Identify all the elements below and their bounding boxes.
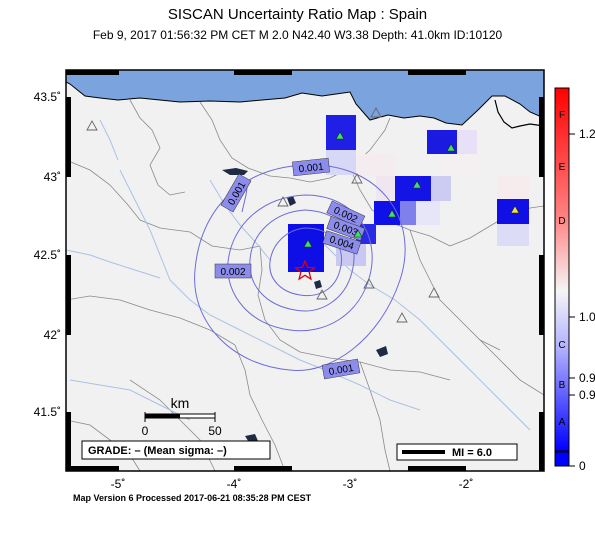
- sea-area: [65, 69, 545, 126]
- svg-text:1.2: 1.2: [579, 127, 595, 141]
- svg-text:D: D: [558, 216, 565, 227]
- contour-label: 0.001: [321, 358, 361, 380]
- grade-box: GRADE: – (Mean sigma: –): [81, 440, 271, 460]
- event-info: Feb 9, 2017 01:56:32 PM CET M 2.0 N42.40…: [92, 28, 503, 42]
- stations-other: [86, 107, 440, 323]
- ratio-grid: [288, 115, 529, 272]
- yellow-triangle-icon: [510, 205, 520, 214]
- svg-text:0.002: 0.002: [220, 267, 245, 278]
- svg-text:F: F: [559, 110, 565, 121]
- gray-triangle-icon: [316, 289, 328, 300]
- gray-triangle-icon: [351, 173, 363, 184]
- svg-text:E: E: [559, 162, 566, 173]
- frame-ticks: [66, 70, 544, 471]
- svg-text:-3˚: -3˚: [343, 477, 358, 491]
- svg-text:-4˚: -4˚: [227, 477, 242, 491]
- svg-text:1.0: 1.0: [579, 310, 595, 324]
- mi-legend: MI = 6.0: [396, 443, 518, 461]
- svg-text:0.001: 0.001: [328, 363, 355, 378]
- colorbar: F E D C B A 1.2 1.0 0.9 0.9 0: [554, 87, 595, 473]
- svg-text:-2˚: -2˚: [459, 477, 474, 491]
- svg-text:-5˚: -5˚: [111, 477, 126, 491]
- svg-text:43˚: 43˚: [44, 170, 61, 184]
- gray-triangle-icon: [363, 278, 375, 289]
- border-line: [494, 99, 545, 129]
- map-title: SISCAN Uncertainty Ratio Map : Spain: [167, 6, 428, 23]
- svg-text:MI = 6.0: MI = 6.0: [452, 447, 492, 459]
- svg-text:0.9: 0.9: [579, 388, 595, 402]
- green-triangle-icon: [412, 180, 422, 189]
- latitude-labels: 43.5˚ 43˚ 42.5˚ 42˚ 41.5˚: [34, 90, 61, 419]
- gray-triangle-icon: [396, 312, 408, 323]
- green-triangle-icon: [353, 229, 363, 238]
- green-triangle-icon: [303, 239, 313, 248]
- svg-text:C: C: [558, 340, 565, 351]
- svg-text:0.001: 0.001: [298, 162, 324, 176]
- contour-label: 0.001: [292, 157, 330, 177]
- svg-text:41.5˚: 41.5˚: [34, 405, 61, 419]
- svg-text:50: 50: [208, 424, 222, 438]
- gray-triangle-icon: [428, 287, 440, 298]
- svg-text:0.9: 0.9: [579, 371, 595, 385]
- svg-text:A: A: [559, 417, 566, 428]
- green-triangle-icon: [335, 131, 345, 140]
- green-triangle-icon: [446, 143, 456, 152]
- gray-triangle-icon: [370, 107, 382, 118]
- stations-used: [303, 131, 520, 248]
- svg-text:0: 0: [142, 424, 149, 438]
- contour-label: 0.002: [214, 263, 252, 279]
- gray-triangle-icon: [277, 196, 289, 207]
- map-version-footer: Map Version 6 Processed 2017-06-21 08:35…: [73, 493, 312, 503]
- gray-triangle-icon: [86, 120, 98, 131]
- svg-text:42.5˚: 42.5˚: [34, 248, 61, 262]
- svg-text:0: 0: [579, 459, 586, 473]
- scale-bar: km 0 50: [142, 395, 222, 438]
- svg-text:GRADE: – (Mean sigma: –): GRADE: – (Mean sigma: –): [88, 445, 227, 457]
- svg-text:km: km: [171, 395, 190, 411]
- green-triangle-icon: [387, 209, 397, 218]
- contour-labels: 0.001 0.001 0.002 0.002 0.003 0.004 0.00…: [214, 157, 366, 380]
- svg-text:42˚: 42˚: [44, 328, 61, 342]
- longitude-labels: -5˚ -4˚ -3˚ -2˚: [111, 477, 474, 491]
- svg-text:B: B: [559, 380, 566, 391]
- star-icon: [293, 259, 317, 281]
- svg-text:43.5˚: 43.5˚: [34, 90, 61, 104]
